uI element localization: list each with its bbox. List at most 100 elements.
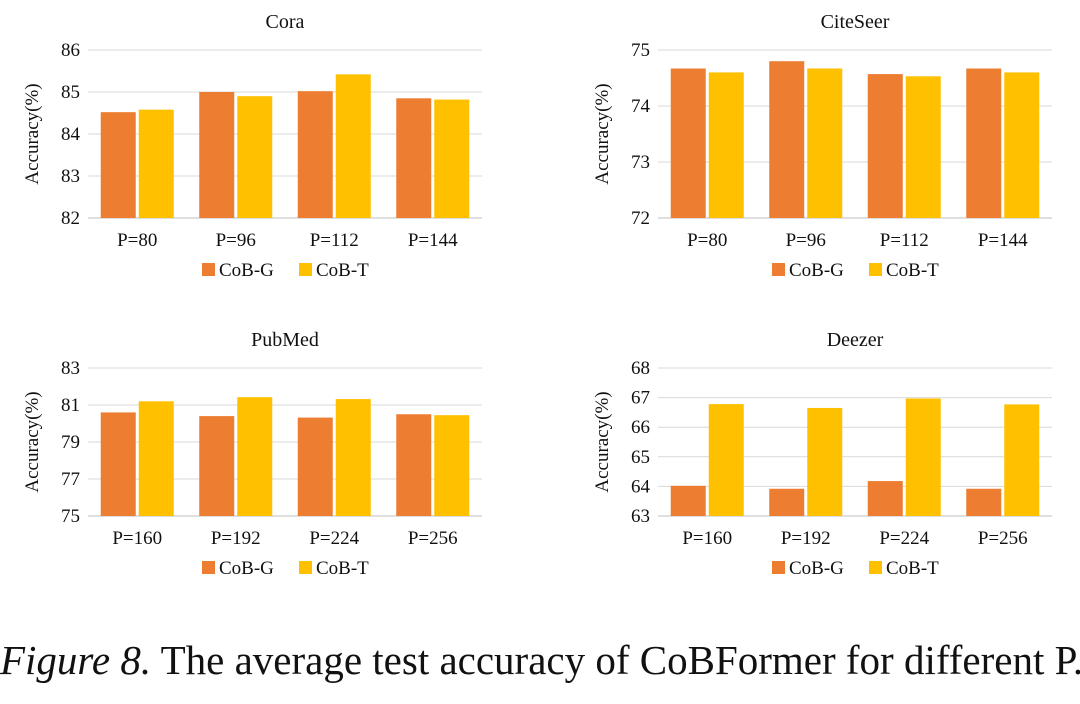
- chart-title: Deezer: [827, 329, 884, 351]
- y-tick-label: 68: [631, 358, 650, 379]
- x-tick-label: P=80: [687, 230, 727, 251]
- bar-cob-g-1: [199, 92, 235, 218]
- x-tick-label: P=96: [216, 230, 256, 251]
- chart-2: PubMed Accuracy(%) 75 77 79 81 83 P=160 P=192 P=2…: [22, 329, 482, 579]
- x-tick-label: P=224: [309, 528, 359, 549]
- charts-figure: Cora Accuracy(%) 82 83 84 85 86 P=80 P=96 P=112 P=…: [22, 11, 1052, 579]
- x-tick-label: P=112: [310, 230, 359, 251]
- y-axis-label: Accuracy(%): [592, 391, 613, 492]
- bar-cob-g-0: [100, 112, 136, 218]
- x-tick-label: P=192: [781, 528, 831, 549]
- x-tick-label: P=256: [408, 528, 458, 549]
- y-tick-label: 84: [61, 124, 81, 145]
- bar-cob-g-2: [867, 481, 903, 516]
- legend-label-1: CoB-T: [316, 558, 369, 579]
- y-tick-label: 74: [631, 96, 651, 117]
- bar-cob-t-0: [708, 404, 744, 516]
- bar-cob-g-3: [966, 488, 1002, 516]
- bar-cob-g-3: [396, 414, 432, 516]
- legend-label-0: CoB-G: [789, 558, 844, 579]
- bar-cob-g-0: [100, 412, 136, 516]
- x-tick-label: P=144: [408, 230, 458, 251]
- y-axis-label: Accuracy(%): [22, 391, 43, 492]
- chart-title: CiteSeer: [821, 11, 890, 33]
- caption-text: The average test accuracy of CoBFormer f…: [151, 637, 1080, 683]
- y-tick-label: 85: [61, 82, 80, 103]
- bar-cob-g-1: [769, 488, 805, 516]
- y-tick-label: 75: [631, 40, 650, 61]
- y-tick-label: 86: [61, 40, 80, 61]
- bar-cob-t-1: [237, 96, 273, 218]
- legend-swatch-0: [202, 263, 215, 276]
- bar-cob-t-2: [335, 399, 371, 516]
- legend-label-0: CoB-G: [219, 558, 274, 579]
- bar-cob-t-1: [237, 397, 273, 516]
- bar-cob-t-3: [434, 99, 470, 218]
- x-tick-label: P=112: [880, 230, 929, 251]
- bar-cob-t-3: [434, 415, 470, 516]
- y-tick-label: 75: [61, 506, 80, 527]
- legend-swatch-1: [869, 561, 882, 574]
- x-tick-label: P=144: [978, 230, 1028, 251]
- y-tick-label: 65: [631, 447, 650, 468]
- legend-swatch-1: [869, 263, 882, 276]
- y-tick-label: 79: [61, 432, 80, 453]
- bar-cob-t-2: [905, 398, 941, 516]
- bar-cob-t-2: [905, 76, 941, 218]
- bar-cob-g-1: [199, 416, 235, 516]
- y-tick-label: 63: [631, 506, 650, 527]
- legend-label-0: CoB-G: [789, 260, 844, 281]
- x-tick-label: P=224: [879, 528, 929, 549]
- chart-3: Deezer Accuracy(%) 63 64 65 66 67 68 P=160 P=192 P…: [592, 329, 1052, 579]
- y-axis-label: Accuracy(%): [22, 83, 43, 184]
- bar-cob-t-1: [807, 407, 843, 516]
- chart-title: PubMed: [251, 329, 319, 351]
- bar-cob-t-2: [335, 74, 371, 218]
- bar-cob-t-0: [138, 109, 174, 218]
- y-tick-label: 73: [631, 152, 650, 173]
- legend-swatch-0: [772, 263, 785, 276]
- x-tick-label: P=192: [211, 528, 261, 549]
- y-tick-label: 72: [631, 208, 650, 229]
- bar-cob-g-2: [867, 74, 903, 218]
- bar-cob-t-1: [807, 68, 843, 218]
- y-tick-label: 66: [631, 417, 650, 438]
- legend-swatch-0: [202, 561, 215, 574]
- bar-cob-g-3: [966, 68, 1002, 218]
- y-tick-label: 83: [61, 358, 80, 379]
- legend-label-1: CoB-T: [316, 260, 369, 281]
- x-tick-label: P=256: [978, 528, 1028, 549]
- bar-cob-t-0: [708, 72, 744, 219]
- bar-cob-g-0: [670, 68, 706, 218]
- bar-cob-t-3: [1004, 404, 1040, 516]
- y-tick-label: 64: [631, 476, 651, 497]
- bar-cob-g-2: [297, 417, 333, 516]
- figure-caption: Figure 8. The average test accuracy of C…: [0, 636, 1080, 684]
- bar-cob-g-1: [769, 61, 805, 219]
- bar-cob-g-3: [396, 98, 432, 218]
- legend-label-1: CoB-T: [886, 260, 939, 281]
- y-tick-label: 81: [61, 395, 80, 416]
- y-tick-label: 67: [631, 388, 650, 409]
- y-tick-label: 83: [61, 166, 80, 187]
- legend-swatch-0: [772, 561, 785, 574]
- bar-cob-g-0: [670, 485, 706, 516]
- chart-1: CiteSeer Accuracy(%) 72 73 74 75 P=80 P=96 P=112…: [592, 11, 1052, 281]
- legend-swatch-1: [299, 561, 312, 574]
- legend-label-1: CoB-T: [886, 558, 939, 579]
- x-tick-label: P=80: [117, 230, 157, 251]
- y-tick-label: 82: [61, 208, 80, 229]
- x-tick-label: P=160: [682, 528, 732, 549]
- y-tick-label: 77: [61, 469, 80, 490]
- x-tick-label: P=160: [112, 528, 162, 549]
- chart-0: Cora Accuracy(%) 82 83 84 85 86 P=80 P=96 P=112 P=…: [22, 11, 482, 281]
- x-tick-label: P=96: [786, 230, 826, 251]
- bar-cob-g-2: [297, 91, 333, 218]
- legend-label-0: CoB-G: [219, 260, 274, 281]
- chart-title: Cora: [266, 11, 305, 33]
- y-axis-label: Accuracy(%): [592, 83, 613, 184]
- legend-swatch-1: [299, 263, 312, 276]
- bar-cob-t-0: [138, 401, 174, 516]
- bar-cob-t-3: [1004, 72, 1040, 219]
- figure-label: Figure 8.: [0, 637, 152, 683]
